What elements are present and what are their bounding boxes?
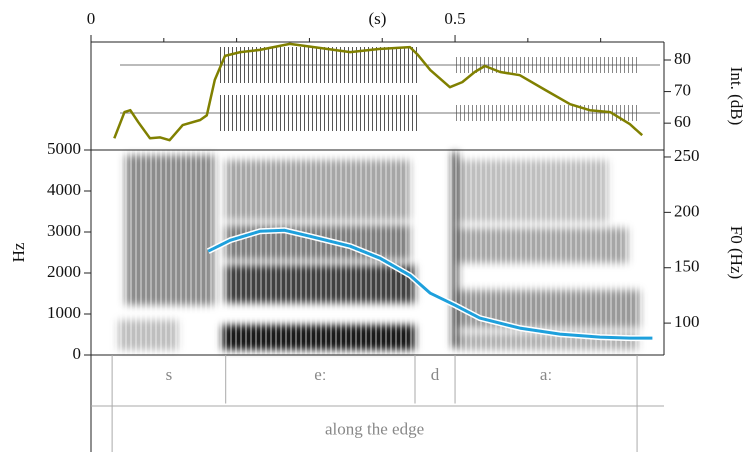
y2-tick-label: 70 bbox=[674, 80, 691, 99]
y-tick-label: 3000 bbox=[47, 221, 81, 240]
interval-label: aː bbox=[540, 365, 552, 384]
waveform bbox=[120, 47, 660, 131]
interval-label: eː bbox=[314, 365, 326, 384]
y-tick-label: 5000 bbox=[47, 139, 81, 158]
y2-tick-label: 150 bbox=[674, 257, 700, 276]
spectrogram bbox=[100, 150, 660, 355]
y2-tick-label: 200 bbox=[674, 201, 700, 220]
interval-label: along the edge bbox=[325, 420, 424, 439]
x-tick-label: 0 bbox=[87, 9, 96, 28]
y2-tick-label: 60 bbox=[674, 112, 691, 131]
data-line bbox=[207, 228, 653, 340]
y2-tick-label: 80 bbox=[674, 49, 691, 68]
y-tick-label: 4000 bbox=[47, 180, 81, 199]
y2-axis-label: Int. (dB) bbox=[727, 67, 746, 126]
y2-tick-label: 250 bbox=[674, 146, 700, 165]
y2-axis-label: F0 (Hz) bbox=[727, 226, 746, 279]
y-tick-label: 0 bbox=[73, 344, 82, 363]
x-axis-label: (s) bbox=[369, 9, 387, 28]
interval-label: d bbox=[431, 365, 440, 384]
x-tick-label: 0.5 bbox=[444, 9, 465, 28]
y-axis-label: Hz bbox=[9, 242, 28, 262]
y2-tick-label: 100 bbox=[674, 312, 700, 331]
data-line bbox=[113, 42, 644, 142]
frame bbox=[90, 41, 665, 452]
y-tick-label: 2000 bbox=[47, 262, 81, 281]
interval-label: s bbox=[166, 365, 173, 384]
y-tick-label: 1000 bbox=[47, 303, 81, 322]
